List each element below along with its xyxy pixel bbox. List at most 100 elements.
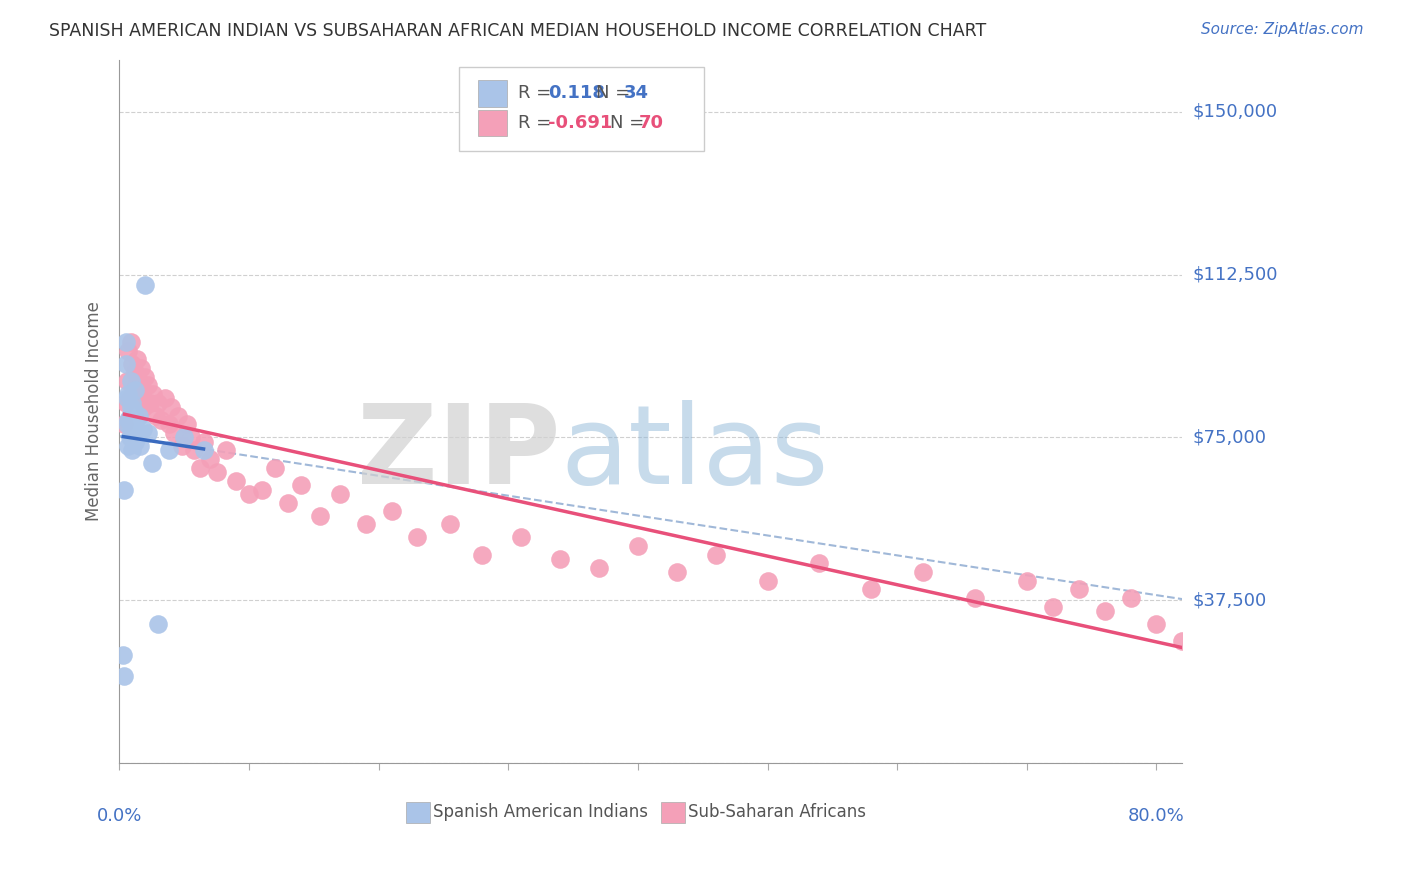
- Point: [131, 360, 153, 375]
- Point: [134, 278, 156, 293]
- Point: [124, 383, 146, 397]
- Point: [117, 439, 139, 453]
- Point: [277, 495, 299, 509]
- Point: [1094, 604, 1116, 618]
- Point: [146, 617, 169, 632]
- Point: [160, 400, 183, 414]
- Point: [1067, 582, 1090, 597]
- Point: [136, 425, 159, 440]
- Point: [183, 443, 205, 458]
- Point: [329, 487, 352, 501]
- Text: Spanish American Indians: Spanish American Indians: [433, 804, 648, 822]
- Point: [115, 417, 138, 432]
- Point: [588, 560, 610, 574]
- Point: [860, 582, 883, 597]
- Point: [118, 430, 141, 444]
- Text: 70: 70: [640, 114, 664, 132]
- Point: [128, 374, 150, 388]
- Point: [170, 439, 193, 453]
- Point: [118, 392, 141, 406]
- Point: [120, 400, 142, 414]
- Text: Sub-Saharan Africans: Sub-Saharan Africans: [688, 804, 866, 822]
- Point: [125, 413, 148, 427]
- Point: [146, 395, 169, 409]
- FancyBboxPatch shape: [460, 67, 704, 151]
- Point: [756, 574, 779, 588]
- Point: [139, 395, 162, 409]
- Bar: [478, 80, 508, 107]
- Point: [193, 443, 215, 458]
- Point: [149, 413, 172, 427]
- Point: [125, 378, 148, 392]
- Point: [124, 434, 146, 449]
- Point: [122, 425, 145, 440]
- Point: [176, 417, 198, 432]
- Point: [193, 434, 215, 449]
- Bar: [661, 802, 685, 823]
- Point: [121, 395, 143, 409]
- Text: -0.691: -0.691: [548, 114, 612, 132]
- Point: [290, 478, 312, 492]
- Point: [114, 669, 136, 683]
- Text: R =: R =: [517, 114, 557, 132]
- Point: [263, 460, 285, 475]
- Text: N =: N =: [596, 85, 636, 103]
- Point: [510, 530, 533, 544]
- Text: 80.0%: 80.0%: [1128, 806, 1185, 824]
- Point: [354, 517, 377, 532]
- Text: N =: N =: [610, 114, 651, 132]
- Text: 34: 34: [624, 85, 650, 103]
- Point: [627, 539, 650, 553]
- Point: [129, 439, 152, 453]
- Point: [117, 343, 139, 358]
- Point: [122, 404, 145, 418]
- Point: [141, 457, 163, 471]
- Point: [145, 409, 167, 423]
- Point: [114, 357, 136, 371]
- Text: $37,500: $37,500: [1192, 591, 1267, 609]
- Point: [132, 400, 155, 414]
- Point: [1171, 634, 1194, 648]
- Point: [1042, 599, 1064, 614]
- Point: [166, 409, 188, 423]
- Point: [136, 378, 159, 392]
- Text: SPANISH AMERICAN INDIAN VS SUBSAHARAN AFRICAN MEDIAN HOUSEHOLD INCOME CORRELATIO: SPANISH AMERICAN INDIAN VS SUBSAHARAN AF…: [49, 22, 987, 40]
- Point: [127, 352, 149, 367]
- Point: [198, 452, 221, 467]
- Text: $112,500: $112,500: [1192, 266, 1278, 284]
- Point: [665, 565, 688, 579]
- Point: [238, 487, 260, 501]
- Y-axis label: Median Household Income: Median Household Income: [86, 301, 103, 521]
- Point: [121, 443, 143, 458]
- Text: 0.118: 0.118: [548, 85, 605, 103]
- Point: [205, 465, 228, 479]
- Point: [128, 409, 150, 423]
- Point: [120, 374, 142, 388]
- Text: Source: ZipAtlas.com: Source: ZipAtlas.com: [1201, 22, 1364, 37]
- Point: [548, 552, 571, 566]
- Point: [225, 474, 247, 488]
- Text: R =: R =: [517, 85, 557, 103]
- Point: [439, 517, 461, 532]
- Point: [129, 392, 152, 406]
- Point: [131, 422, 153, 436]
- Point: [118, 409, 141, 423]
- Point: [122, 387, 145, 401]
- Point: [163, 425, 186, 440]
- Text: atlas: atlas: [561, 400, 830, 507]
- Point: [704, 548, 727, 562]
- Point: [121, 417, 143, 432]
- Point: [157, 417, 180, 432]
- Point: [380, 504, 402, 518]
- Point: [114, 483, 136, 497]
- Point: [127, 430, 149, 444]
- Point: [250, 483, 273, 497]
- Point: [1223, 625, 1246, 640]
- Point: [157, 443, 180, 458]
- Point: [115, 374, 138, 388]
- Point: [131, 383, 153, 397]
- Bar: [478, 110, 508, 136]
- Point: [471, 548, 494, 562]
- Point: [153, 392, 176, 406]
- Point: [173, 430, 195, 444]
